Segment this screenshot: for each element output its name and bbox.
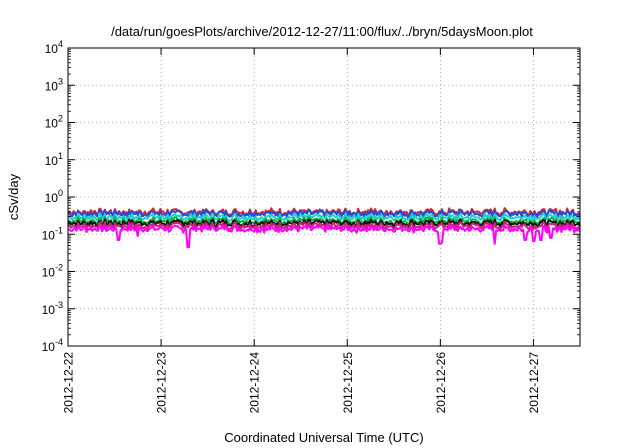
x-tick-label: 2012-12-25 [341,352,355,414]
chart-title: /data/run/goesPlots/archive/2012-12-27/1… [111,24,533,39]
x-tick-label: 2012-12-23 [155,352,169,414]
y-tick-label: 10-2 [42,263,63,280]
series-line-5 [67,218,581,228]
y-tick-label: 10-3 [42,300,63,317]
series-line-2 [67,208,581,219]
x-axis-label: Coordinated Universal Time (UTC) [224,430,423,445]
y-tick-label: 100 [45,188,63,205]
series-line-7 [68,224,581,249]
y-tick-label: 10-4 [42,337,63,354]
y-tick-label: 103 [45,76,63,93]
x-tick-label: 2012-12-24 [248,352,262,414]
y-tick-label: 101 [45,151,63,168]
series-line-3 [67,212,581,222]
y-tick-label: 10-1 [42,225,63,242]
grid [68,48,580,346]
y-axis: 10-4 10-3 10-2 10-1 100 101 102 103 104 [42,39,580,354]
x-tick-label: 2012-12-27 [527,352,541,414]
y-tick-label: 102 [45,114,63,131]
y-tick-label: 104 [45,39,63,56]
x-tick-label: 2012-12-26 [434,352,448,414]
series-layer [67,207,581,249]
x-tick-label: 2012-12-22 [62,352,76,414]
x-axis: 2012-12-22 2012-12-23 2012-12-24 2012-12-25… [62,48,541,413]
series-line-6 [67,220,581,231]
y-axis-label: cSv/day [6,173,21,220]
